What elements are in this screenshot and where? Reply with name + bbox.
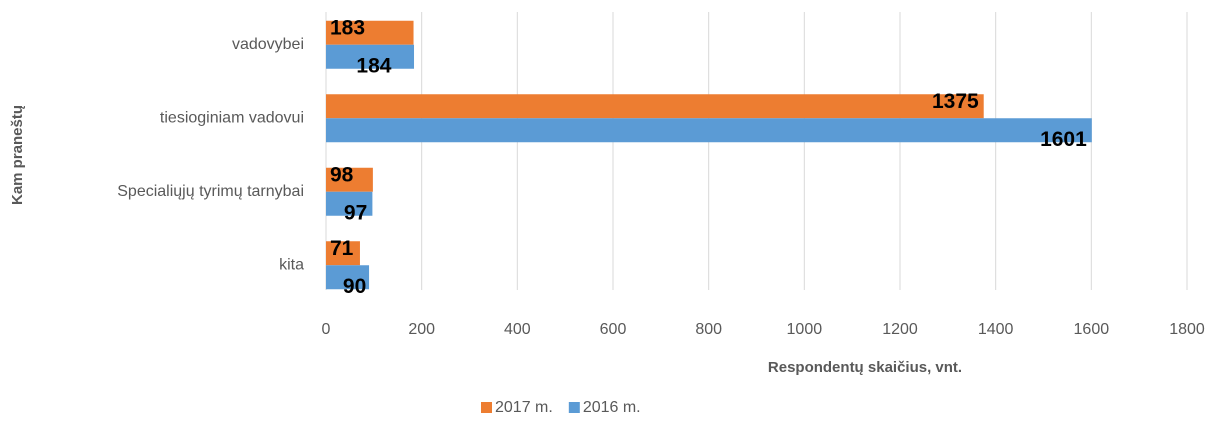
legend-label: 2016 m. xyxy=(583,399,641,416)
bar xyxy=(326,44,415,69)
bar xyxy=(326,191,373,216)
bar xyxy=(326,167,373,192)
y-tick-label: kita xyxy=(279,256,304,273)
data-label: 1601 xyxy=(1040,128,1087,151)
legend-swatch xyxy=(568,402,580,413)
data-label: 1375 xyxy=(932,90,979,113)
y-tick-label: Specialiųjų tyrimų tarnybai xyxy=(117,183,304,200)
x-axis-title: Respondentų skaičius, vnt. xyxy=(768,359,962,376)
data-label: 98 xyxy=(330,163,354,186)
y-axis-title: Kam praneštų xyxy=(9,105,26,205)
x-tick-label: 1600 xyxy=(1074,321,1110,338)
y-tick-label: vadovybei xyxy=(232,36,304,53)
x-tick-label: 1400 xyxy=(978,321,1014,338)
bar xyxy=(326,20,414,45)
data-label: 71 xyxy=(330,237,354,260)
x-tick-label: 800 xyxy=(695,321,722,338)
x-tick-label: 1800 xyxy=(1169,321,1205,338)
legend-label: 2017 m. xyxy=(495,399,553,416)
y-tick-label: tiesioginiam vadovui xyxy=(160,109,304,126)
bar xyxy=(326,118,1092,143)
x-tick-label: 400 xyxy=(504,321,531,338)
x-tick-label: 1000 xyxy=(787,321,823,338)
data-label: 183 xyxy=(330,16,365,39)
x-tick-label: 600 xyxy=(600,321,627,338)
x-tick-label: 1200 xyxy=(882,321,918,338)
bar xyxy=(326,241,360,266)
x-tick-label: 200 xyxy=(408,321,435,338)
data-label: 97 xyxy=(344,201,367,224)
legend-swatch xyxy=(481,402,492,413)
bar xyxy=(326,265,370,290)
data-label: 90 xyxy=(343,275,366,298)
x-tick-label: 0 xyxy=(322,321,331,338)
bar xyxy=(326,94,984,119)
data-label: 184 xyxy=(356,54,391,77)
